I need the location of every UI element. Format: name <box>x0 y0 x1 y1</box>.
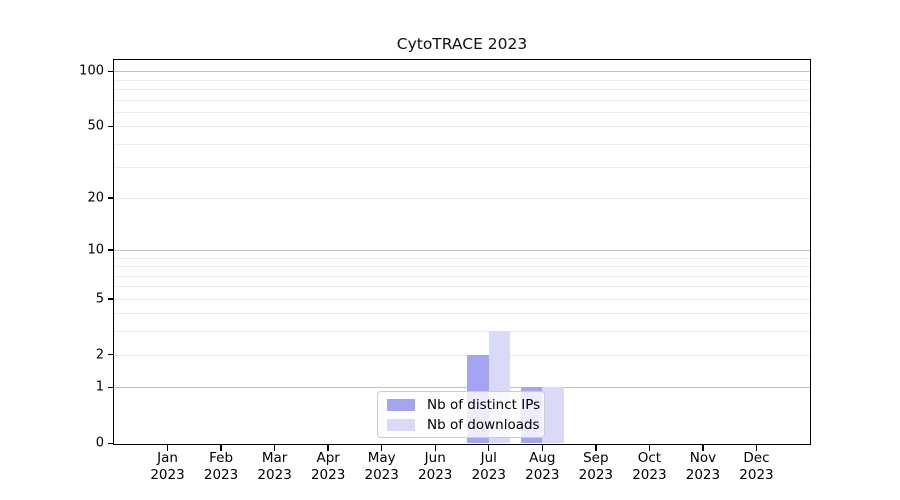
month-label: Dec <box>743 450 770 466</box>
gridline-major <box>114 71 810 73</box>
gridline-major <box>114 249 810 251</box>
legend-item-downloads: Nb of downloads <box>387 417 540 433</box>
gridline-major <box>114 387 810 389</box>
y-tick-label: 1 <box>95 379 104 395</box>
gridline-minor <box>114 99 810 101</box>
gridline-minor <box>114 166 810 168</box>
legend: Nb of distinct IPs Nb of downloads <box>377 391 545 438</box>
gridline-minor <box>114 257 810 259</box>
year-label: 2023 <box>150 467 185 483</box>
y-tickmark <box>108 125 113 128</box>
legend-label-downloads: Nb of downloads <box>427 416 540 433</box>
month-label: May <box>367 450 396 466</box>
month-label: Jul <box>480 450 497 466</box>
x-tickmark <box>541 445 543 451</box>
x-tickmark <box>648 445 651 451</box>
gridline-minor <box>114 111 810 113</box>
y-tickmark <box>108 354 113 356</box>
y-tickmark <box>108 197 113 199</box>
month-label: Feb <box>209 450 234 466</box>
chart-title: CytoTRACE 2023 <box>396 35 528 53</box>
x-tickmark <box>166 445 169 451</box>
legend-item-distinct-ips: Nb of distinct IPs <box>387 397 540 413</box>
x-tickmark <box>755 445 758 451</box>
x-tickmark <box>273 445 276 451</box>
x-tick-label: Sep 2023 <box>560 450 632 484</box>
gridline-minor <box>114 197 810 199</box>
x-tick-label: Dec 2023 <box>720 450 792 484</box>
year-label: 2023 <box>418 467 453 483</box>
year-label: 2023 <box>525 467 560 483</box>
x-tick-label: Feb 2023 <box>185 450 257 484</box>
x-tick-label: Jun 2023 <box>399 450 471 484</box>
gridline-minor <box>114 298 810 300</box>
x-tick-label: Aug 2023 <box>506 450 578 484</box>
month-label: Apr <box>316 450 340 466</box>
x-tick-label: Nov 2023 <box>667 450 739 484</box>
bar-aug-downloads <box>542 387 564 443</box>
x-tickmark <box>434 445 436 451</box>
gridline-minor <box>114 126 810 128</box>
x-tick-label: Mar 2023 <box>239 450 311 484</box>
y-tick-label: 0 <box>95 435 104 451</box>
month-label: Mar <box>261 450 288 466</box>
legend-swatch-downloads <box>387 418 415 431</box>
y-tick-label: 2 <box>95 347 104 363</box>
x-tick-label: Jul 2023 <box>453 450 525 484</box>
gridline-minor <box>114 331 810 333</box>
y-tick-label: 100 <box>79 63 104 79</box>
gridline-minor <box>114 79 810 81</box>
year-label: 2023 <box>685 467 721 483</box>
gridline-minor <box>114 89 810 91</box>
y-tick-label: 50 <box>87 118 104 134</box>
y-tick-label: 5 <box>95 291 104 307</box>
year-label: 2023 <box>578 467 614 483</box>
year-label: 2023 <box>257 467 292 483</box>
gridline-minor <box>114 143 810 145</box>
y-tickmark <box>108 249 113 251</box>
y-tickmark <box>108 298 113 300</box>
x-tick-label: Apr 2023 <box>292 450 364 484</box>
year-label: 2023 <box>739 467 774 483</box>
y-tick-label: 10 <box>87 242 104 258</box>
month-label: Jan <box>157 450 178 466</box>
month-label: Aug <box>529 450 556 466</box>
year-label: 2023 <box>471 467 506 483</box>
year-label: 2023 <box>364 467 399 483</box>
month-label: Sep <box>583 450 609 466</box>
y-tickmark <box>108 386 113 389</box>
month-label: Jun <box>424 450 446 466</box>
month-label: Nov <box>689 450 717 466</box>
gridline-minor <box>114 354 810 356</box>
gridline-minor <box>114 275 810 277</box>
x-tickmark <box>380 445 383 451</box>
year-label: 2023 <box>203 467 239 483</box>
gridline-minor <box>114 286 810 288</box>
month-label: Oct <box>637 450 662 466</box>
gridline-minor <box>114 313 810 315</box>
x-tick-label: May 2023 <box>346 450 418 484</box>
plot-area: 0 1 2 5 10 20 50 100 Jan 2023 Feb 2023 Mar 2023 Apr 202… <box>79 59 811 483</box>
x-tickmark <box>220 445 222 451</box>
year-label: 2023 <box>310 467 346 483</box>
x-tickmark <box>327 445 329 451</box>
x-tick-label: Jan 2023 <box>132 450 204 484</box>
y-tick-label: 20 <box>87 190 104 206</box>
legend-swatch-distinct-ips <box>387 398 415 411</box>
x-tickmark <box>702 445 704 451</box>
year-label: 2023 <box>632 467 667 483</box>
y-tickmark <box>108 442 113 444</box>
x-tick-label: Oct 2023 <box>613 450 685 484</box>
x-tickmark <box>595 445 597 451</box>
gridline-minor <box>114 266 810 268</box>
legend-label-distinct-ips: Nb of distinct IPs <box>427 396 541 413</box>
y-tickmark <box>108 70 113 73</box>
x-tickmark <box>488 445 490 451</box>
